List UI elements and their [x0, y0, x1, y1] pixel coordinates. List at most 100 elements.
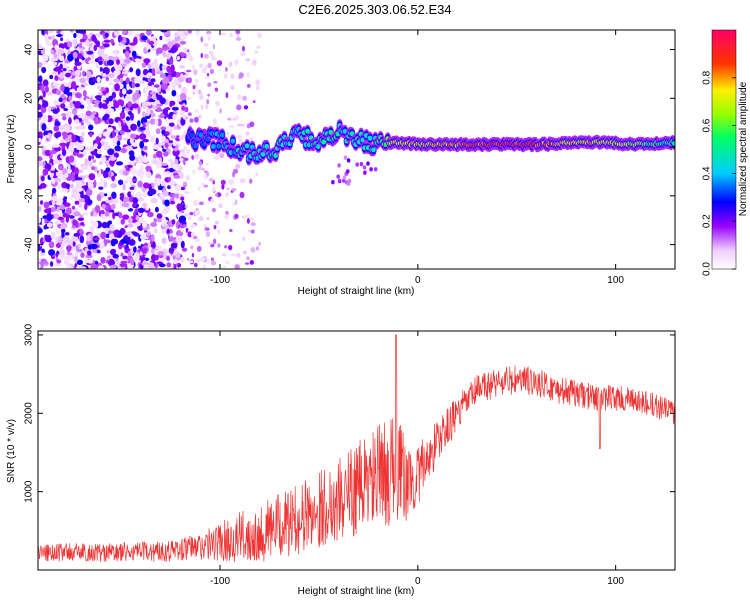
noise-cell	[38, 137, 42, 143]
noise-cell	[213, 238, 217, 245]
noise-cell	[172, 113, 177, 121]
noise-cell	[104, 32, 109, 38]
noise-cell	[183, 159, 186, 166]
noise-cell	[206, 217, 210, 220]
noise-cell	[176, 56, 181, 61]
noise-cell	[102, 131, 111, 137]
noise-cell	[49, 261, 54, 267]
noise-cell	[53, 99, 60, 105]
noise-cell	[104, 141, 109, 146]
noise-cell	[46, 115, 53, 123]
noise-cell	[197, 166, 203, 171]
noise-cell	[161, 237, 167, 244]
noise-cell	[158, 193, 164, 197]
noise-cell	[82, 70, 86, 77]
noise-cell	[147, 183, 152, 188]
ridge-core-cell	[328, 129, 334, 135]
noise-cell	[196, 245, 202, 252]
noise-cell	[68, 255, 72, 261]
noise-cell	[129, 42, 137, 46]
noise-cell	[122, 255, 128, 260]
noise-cell	[147, 63, 152, 69]
ridge-core-cell	[210, 143, 216, 150]
noise-cell	[170, 47, 177, 54]
noise-cell	[70, 183, 74, 189]
noise-cell	[179, 30, 184, 37]
spectrogram-y-tick-label: 40	[24, 44, 35, 56]
ridge-core-cell	[305, 128, 310, 134]
spectrogram-x-label: Height of straight line (km)	[298, 286, 415, 297]
noise-cell	[161, 65, 167, 70]
noise-cell	[131, 103, 139, 109]
noise-cell	[124, 69, 129, 75]
noise-cell	[101, 141, 105, 147]
noise-cell	[139, 80, 145, 85]
noise-cell	[109, 264, 117, 269]
noise-cell	[121, 147, 127, 154]
noise-cell	[74, 118, 80, 125]
noise-cell	[128, 239, 136, 246]
noise-cell	[100, 138, 106, 143]
noise-cell	[38, 111, 43, 118]
noise-cell	[183, 47, 188, 52]
noise-cell	[170, 135, 177, 139]
noise-cell	[129, 180, 134, 185]
noise-cell	[111, 175, 115, 182]
colorbar-tick-label: 0.8	[702, 70, 713, 84]
noise-cell	[86, 234, 91, 242]
noise-cell	[191, 154, 195, 160]
noise-cell	[150, 135, 154, 143]
noise-cell	[156, 245, 162, 251]
noise-cell	[162, 50, 167, 58]
noise-cell	[194, 262, 198, 268]
noise-cell	[120, 218, 126, 225]
noise-cell	[210, 198, 214, 204]
noise-cell	[86, 50, 94, 55]
noise-cell	[252, 100, 256, 103]
noise-cell	[180, 196, 185, 201]
noise-cell	[182, 224, 187, 228]
ridge-core-cell	[349, 131, 355, 137]
noise-cell	[186, 97, 192, 101]
noise-cell	[206, 73, 210, 77]
noise-cell	[63, 196, 68, 200]
noise-cell	[81, 212, 89, 216]
noise-cell	[187, 77, 192, 84]
noise-cell	[247, 229, 251, 233]
noise-cell	[86, 161, 93, 166]
noise-cell	[215, 220, 219, 225]
noise-cell	[166, 125, 170, 131]
noise-cell	[115, 161, 124, 166]
snr-series-line	[38, 334, 675, 562]
noise-cell	[150, 197, 158, 204]
noise-cell	[98, 92, 102, 96]
noise-cell	[43, 225, 48, 230]
noise-cell	[66, 239, 73, 246]
noise-cell	[88, 145, 95, 152]
noise-cell	[41, 218, 45, 226]
noise-cell	[359, 161, 364, 167]
noise-cell	[113, 78, 120, 83]
noise-cell	[153, 179, 160, 187]
noise-cell	[60, 113, 67, 117]
noise-cell	[214, 87, 218, 92]
noise-cell	[112, 197, 119, 205]
noise-cell	[135, 191, 143, 199]
noise-cell	[96, 194, 102, 202]
noise-cell	[38, 185, 43, 190]
noise-cell	[107, 144, 111, 148]
noise-cell	[64, 232, 70, 236]
noise-cell	[122, 137, 129, 141]
noise-cell	[121, 125, 129, 132]
noise-cell	[230, 85, 235, 90]
noise-cell	[127, 216, 133, 224]
noise-cell	[237, 94, 242, 100]
noise-cell	[38, 263, 41, 269]
noise-cell	[171, 106, 179, 111]
noise-cell	[161, 209, 167, 215]
noise-cell	[93, 99, 101, 104]
snr-x-tick-label: 0	[415, 576, 421, 587]
noise-cell	[109, 223, 115, 232]
noise-cell	[161, 228, 166, 234]
noise-cell	[151, 234, 155, 242]
